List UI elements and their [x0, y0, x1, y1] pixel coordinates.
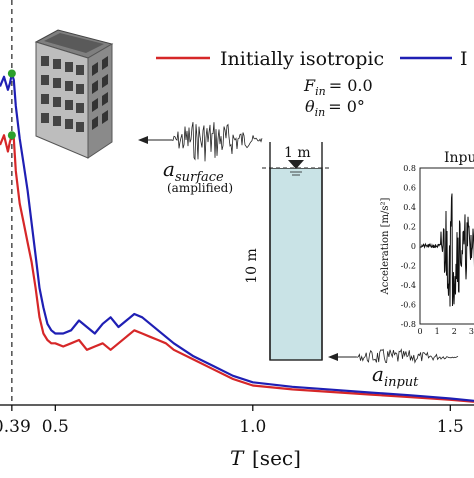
inset-x-tick-label: 1 [435, 327, 440, 336]
inset-plot: Inpu 0.80.60.40.20-0.2-0.4-0.6-0.80 1 2 3 A… [380, 150, 474, 336]
inset-x-tick-label: 0 [417, 327, 422, 336]
surface-signal: asurface (amplified) [138, 122, 263, 195]
param-f: Fin = 0.0 [303, 76, 373, 98]
legend-label-isotropic: Initially isotropic [220, 48, 384, 70]
inset-y-tick-label: -0.6 [401, 301, 416, 310]
peak-marker-0 [7, 131, 16, 140]
legend-label-second: I [460, 48, 468, 70]
inset-y-tick-label: 0 [411, 242, 416, 251]
arrow-head-icon [138, 136, 148, 144]
parameter-block: Fin = 0.0 θin = 0° [303, 76, 373, 119]
building-icon [34, 29, 114, 159]
x-tick-label: 0.39 [0, 417, 31, 437]
arrow-head-icon [328, 353, 338, 361]
input-label: ainput [372, 362, 419, 390]
inset-y-tick-label: 0.4 [403, 203, 416, 212]
x-tick-label: 0.5 [42, 417, 69, 437]
series-layer [0, 69, 474, 403]
inset-ticks: 0.80.60.40.20-0.2-0.4-0.6-0.80 1 2 3 [401, 164, 474, 336]
x-tick-layer: 0.39 0.5 1.0 1.5 [0, 405, 464, 437]
water-depth-label: 1 m [284, 145, 311, 161]
x-tick-label: 1.0 [239, 417, 266, 437]
series-line-0 [0, 134, 474, 403]
inset-y-tick-label: -0.2 [401, 262, 416, 271]
surface-label: asurface [163, 157, 224, 185]
input-signal: ainput [328, 348, 459, 390]
x-tick-label: 1.5 [437, 417, 464, 437]
param-theta: θin = 0° [305, 97, 365, 119]
water-table-icon [288, 160, 304, 169]
inset-x-tick-label: 3 [469, 327, 474, 336]
inset-y-label: Acceleration [m/s²] [380, 197, 391, 295]
inset-y-tick-label: 0.6 [403, 184, 416, 193]
soil-column: 1 m 10 m [244, 142, 330, 361]
inset-y-tick-label: 0.2 [403, 223, 416, 232]
soil-depth-label: 10 m [244, 248, 260, 284]
x-axis-label: T [230, 446, 245, 470]
series-line-1 [0, 72, 474, 402]
inset-y-tick-label: -0.4 [401, 281, 416, 290]
surface-note: (amplified) [167, 181, 233, 195]
inset-title: Inpu [444, 150, 474, 166]
inset-y-tick-label: -0.8 [401, 320, 416, 329]
inset-x-tick-label: 2 [452, 327, 457, 336]
legend: Initially isotropic I [156, 48, 468, 70]
peak-marker-1 [7, 69, 16, 78]
x-axis-unit: [sec] [252, 446, 301, 470]
inset-y-tick-label: 0.8 [403, 164, 416, 173]
